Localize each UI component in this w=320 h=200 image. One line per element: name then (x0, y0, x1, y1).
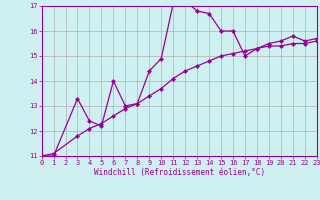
X-axis label: Windchill (Refroidissement éolien,°C): Windchill (Refroidissement éolien,°C) (94, 168, 265, 177)
